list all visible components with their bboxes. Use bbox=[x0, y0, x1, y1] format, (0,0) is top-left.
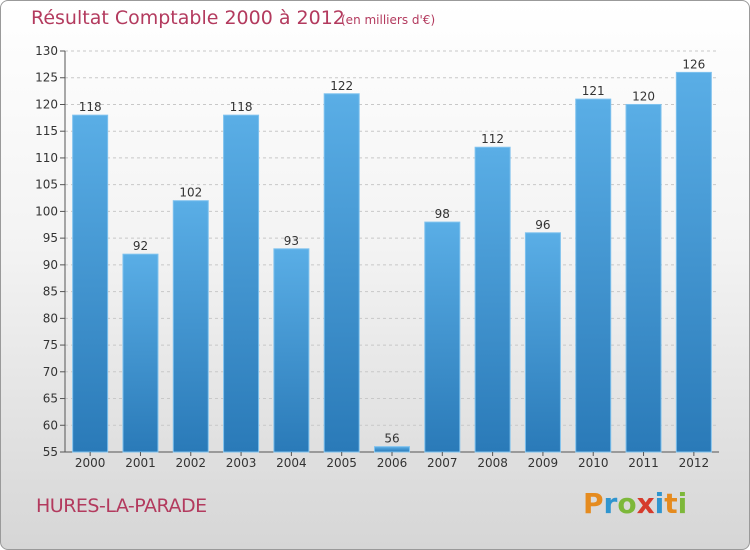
proxiti-logo: Proxiti bbox=[583, 487, 687, 520]
bar bbox=[524, 232, 561, 453]
y-tick-label: 65 bbox=[43, 392, 58, 406]
bar bbox=[323, 93, 360, 453]
logo-letter: o bbox=[617, 487, 637, 520]
x-tick-label: 2008 bbox=[477, 456, 508, 470]
bar-value-label: 96 bbox=[535, 218, 550, 232]
x-tick-label: 2005 bbox=[326, 456, 357, 470]
bar-value-label: 122 bbox=[330, 79, 353, 93]
y-tick-label: 85 bbox=[43, 285, 58, 299]
bar bbox=[625, 103, 662, 453]
bar-value-label: 120 bbox=[632, 89, 655, 103]
logo-letter: i bbox=[677, 487, 688, 520]
y-tick-label: 100 bbox=[35, 204, 58, 218]
x-tick-label: 2002 bbox=[175, 456, 206, 470]
bar bbox=[675, 71, 712, 453]
chart-subtitle: (en milliers d'€) bbox=[341, 13, 436, 27]
bar bbox=[273, 248, 310, 453]
bar-value-label: 118 bbox=[79, 100, 102, 114]
bar-value-label: 118 bbox=[230, 100, 253, 114]
bar-value-label: 121 bbox=[582, 84, 605, 98]
bar-value-label: 93 bbox=[284, 234, 299, 248]
commune-name: HURES-LA-PARADE bbox=[36, 495, 207, 517]
x-tick-label: 2007 bbox=[427, 456, 458, 470]
y-tick-label: 95 bbox=[43, 231, 58, 245]
x-tick-label: 2011 bbox=[628, 456, 659, 470]
logo-letter: P bbox=[583, 487, 604, 520]
x-tick-label: 2012 bbox=[679, 456, 710, 470]
bar bbox=[575, 98, 612, 453]
y-tick-label: 115 bbox=[35, 124, 58, 138]
bar bbox=[474, 146, 511, 453]
y-tick-label: 55 bbox=[43, 445, 58, 459]
logo-letter: i bbox=[654, 487, 665, 520]
y-tick-label: 90 bbox=[43, 258, 58, 272]
y-tick-label: 110 bbox=[35, 151, 58, 165]
y-tick-label: 105 bbox=[35, 178, 58, 192]
x-tick-label: 2004 bbox=[276, 456, 307, 470]
x-tick-label: 2000 bbox=[75, 456, 106, 470]
y-tick-label: 60 bbox=[43, 418, 58, 432]
chart-title: Résultat Comptable 2000 à 2012 bbox=[31, 7, 345, 29]
y-tick-label: 80 bbox=[43, 311, 58, 325]
bar bbox=[122, 253, 159, 453]
bar-value-label: 92 bbox=[133, 239, 148, 253]
bar bbox=[172, 200, 209, 453]
y-tick-label: 130 bbox=[35, 44, 58, 58]
x-tick-label: 2003 bbox=[226, 456, 257, 470]
x-tick-label: 2010 bbox=[578, 456, 609, 470]
bar-value-label: 102 bbox=[179, 186, 202, 200]
bar-value-label: 112 bbox=[481, 132, 504, 146]
bar bbox=[374, 446, 410, 453]
y-tick-label: 70 bbox=[43, 365, 58, 379]
logo-letter: t bbox=[664, 487, 678, 520]
y-tick-label: 125 bbox=[35, 71, 58, 85]
bar-value-label: 98 bbox=[435, 207, 450, 221]
bar bbox=[424, 221, 461, 453]
bar bbox=[223, 114, 260, 453]
bar-value-label: 56 bbox=[384, 432, 399, 446]
bar bbox=[72, 114, 109, 453]
logo-letter: x bbox=[636, 487, 655, 520]
y-tick-label: 120 bbox=[35, 97, 58, 111]
x-tick-label: 2001 bbox=[125, 456, 156, 470]
x-tick-label: 2009 bbox=[528, 456, 559, 470]
y-tick-label: 75 bbox=[43, 338, 58, 352]
bar-value-label: 126 bbox=[682, 57, 705, 71]
x-tick-label: 2006 bbox=[377, 456, 408, 470]
logo-letter: r bbox=[603, 487, 618, 520]
